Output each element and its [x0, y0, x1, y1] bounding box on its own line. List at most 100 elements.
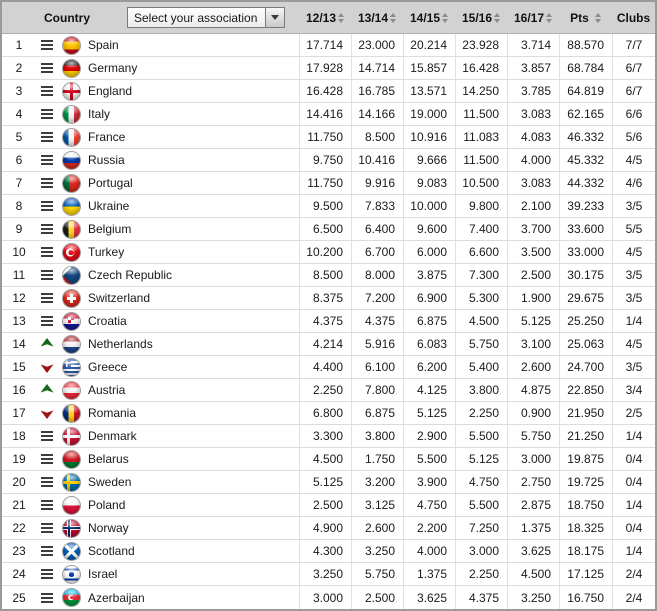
clubs-value: 4/5 — [612, 333, 655, 355]
country-name[interactable]: Sweden — [88, 475, 132, 489]
flag-icon — [62, 105, 80, 123]
table-row[interactable]: 2 Germany 17.928 14.714 15.857 16.428 3.… — [2, 57, 655, 80]
season-value: 2.250 — [455, 402, 507, 424]
country-name[interactable]: Portugal — [88, 176, 133, 190]
season-value: 3.000 — [507, 448, 559, 470]
country-name[interactable]: Greece — [88, 360, 128, 374]
country-name[interactable]: England — [88, 84, 133, 98]
country-name[interactable]: Norway — [88, 521, 129, 535]
rank-label: 18 — [12, 429, 26, 443]
season-value: 10.200 — [299, 241, 351, 263]
table-row[interactable]: 6 Russia 9.750 10.416 9.666 11.500 4.000… — [2, 149, 655, 172]
equal-bars-icon — [41, 454, 53, 464]
table-row[interactable]: 3 England 16.428 16.785 13.571 14.250 3.… — [2, 80, 655, 103]
country-name[interactable]: Scotland — [88, 544, 135, 558]
country-name[interactable]: Switzerland — [88, 291, 151, 305]
table-row[interactable]: 8 Ukraine 9.500 7.833 10.000 9.800 2.100… — [2, 195, 655, 218]
dropdown-arrow-icon[interactable] — [265, 8, 284, 27]
clubs-value: 1/4 — [612, 310, 655, 332]
season-value: 6.000 — [403, 241, 455, 263]
table-row[interactable]: 12 Switzerland 8.375 7.200 6.900 5.300 1… — [2, 287, 655, 310]
table-row[interactable]: 15 Greece 4.400 6.100 6.200 5.400 2.600 … — [2, 356, 655, 379]
table-row[interactable]: 14 Netherlands 4.214 5.916 6.083 5.750 3… — [2, 333, 655, 356]
country-name[interactable]: Italy — [88, 107, 111, 121]
equal-bars-icon — [41, 155, 53, 165]
clubs-value: 6/7 — [612, 80, 655, 102]
country-name[interactable]: Russia — [88, 153, 125, 167]
country-name[interactable]: Romania — [88, 406, 137, 420]
country-name[interactable]: Germany — [88, 61, 138, 75]
season-value: 3.200 — [351, 471, 403, 493]
rank-label: 22 — [12, 521, 26, 535]
country-name[interactable]: Azerbaijan — [88, 590, 145, 605]
season-value: 9.916 — [351, 172, 403, 194]
equal-bars-icon — [41, 270, 53, 280]
table-row[interactable]: 1 Spain 17.714 23.000 20.214 23.928 3.71… — [2, 34, 655, 57]
country-name[interactable]: France — [88, 130, 126, 144]
season-column-header[interactable]: 14/15 — [403, 2, 455, 33]
clubs-value: 4/6 — [612, 172, 655, 194]
table-row[interactable]: 13 Croatia 4.375 4.375 6.875 4.500 5.125… — [2, 310, 655, 333]
table-row[interactable]: 17 Romania 6.800 6.875 5.125 2.250 0.900… — [2, 402, 655, 425]
rank-label: 24 — [12, 567, 26, 581]
equal-bars-icon — [41, 86, 53, 96]
sort-arrows-icon — [390, 12, 397, 23]
season-column-header[interactable]: 16/17 — [507, 2, 559, 33]
table-row[interactable]: 9 Belgium 6.500 6.400 9.600 7.400 3.700 … — [2, 218, 655, 241]
season-value: 4.375 — [299, 310, 351, 332]
season-value: 9.666 — [403, 149, 455, 171]
association-select[interactable]: Select your association — [127, 7, 285, 28]
clubs-value: 6/6 — [612, 103, 655, 125]
season-value: 4.875 — [507, 379, 559, 401]
season-value: 2.250 — [455, 563, 507, 585]
table-row[interactable]: 20 Sweden 5.125 3.200 3.900 4.750 2.750 … — [2, 471, 655, 494]
table-row[interactable]: 4 Italy 14.416 14.166 19.000 11.500 3.08… — [2, 103, 655, 126]
table-row[interactable]: 23 Scotland 4.300 3.250 4.000 3.000 3.62… — [2, 540, 655, 563]
association-select-value: Select your association — [134, 10, 258, 25]
table-row[interactable]: 16 Austria 2.250 7.800 4.125 3.800 4.875… — [2, 379, 655, 402]
season-value: 23.000 — [351, 34, 403, 56]
table-body: 1 Spain 17.714 23.000 20.214 23.928 3.71… — [2, 34, 655, 609]
country-name[interactable]: Ukraine — [88, 199, 130, 213]
table-row[interactable]: 7 Portugal 11.750 9.916 9.083 10.500 3.0… — [2, 172, 655, 195]
table-row[interactable]: 10 Turkey 10.200 6.700 6.000 6.600 3.500… — [2, 241, 655, 264]
season-value: 4.214 — [299, 333, 351, 355]
pts-column-header[interactable]: Pts — [559, 2, 612, 33]
equal-bars-icon — [41, 109, 53, 119]
table-row[interactable]: 22 Norway 4.900 2.600 2.200 7.250 1.375 … — [2, 517, 655, 540]
table-row[interactable]: 11 Czech Republic 8.500 8.000 3.875 7.30… — [2, 264, 655, 287]
country-name[interactable]: Poland — [88, 498, 126, 512]
country-name[interactable]: Belarus — [88, 452, 129, 466]
season-value: 2.875 — [507, 494, 559, 516]
season-column-header[interactable]: 13/14 — [351, 2, 403, 33]
season-value: 3.714 — [507, 34, 559, 56]
table-row[interactable]: 25 Azerbaijan 3.000 2.500 3.625 4.375 3.… — [2, 586, 655, 609]
season-value: 6.600 — [455, 241, 507, 263]
country-name[interactable]: Turkey — [88, 245, 125, 259]
season-column-header[interactable]: 12/13 — [299, 2, 351, 33]
flag-icon — [62, 82, 80, 100]
season-value: 10.500 — [455, 172, 507, 194]
season-value: 7.200 — [351, 287, 403, 309]
season-value: 2.250 — [299, 379, 351, 401]
table-row[interactable]: 24 Israel 3.250 5.750 1.375 2.250 4.500 … — [2, 563, 655, 586]
pts-value: 18.325 — [559, 517, 612, 539]
country-name[interactable]: Czech Republic — [88, 268, 173, 282]
season-value: 3.500 — [507, 241, 559, 263]
clubs-value: 3/5 — [612, 287, 655, 309]
country-name[interactable]: Austria — [88, 383, 126, 397]
table-row[interactable]: 5 France 11.750 8.500 10.916 11.083 4.08… — [2, 126, 655, 149]
table-row[interactable]: 19 Belarus 4.500 1.750 5.500 5.125 3.000… — [2, 448, 655, 471]
country-name[interactable]: Israel — [88, 567, 118, 581]
country-name[interactable]: Denmark — [88, 429, 137, 443]
country-name[interactable]: Spain — [88, 38, 119, 52]
country-column-header[interactable]: Country — [44, 10, 90, 25]
table-row[interactable]: 18 Denmark 3.300 3.800 2.900 5.500 5.750… — [2, 425, 655, 448]
country-name[interactable]: Belgium — [88, 222, 132, 236]
table-row[interactable]: 21 Poland 2.500 3.125 4.750 5.500 2.875 … — [2, 494, 655, 517]
country-name[interactable]: Netherlands — [88, 337, 153, 351]
season-column-header[interactable]: 15/16 — [455, 2, 507, 33]
season-value: 5.125 — [299, 471, 351, 493]
season-value: 14.166 — [351, 103, 403, 125]
country-name[interactable]: Croatia — [88, 314, 127, 328]
